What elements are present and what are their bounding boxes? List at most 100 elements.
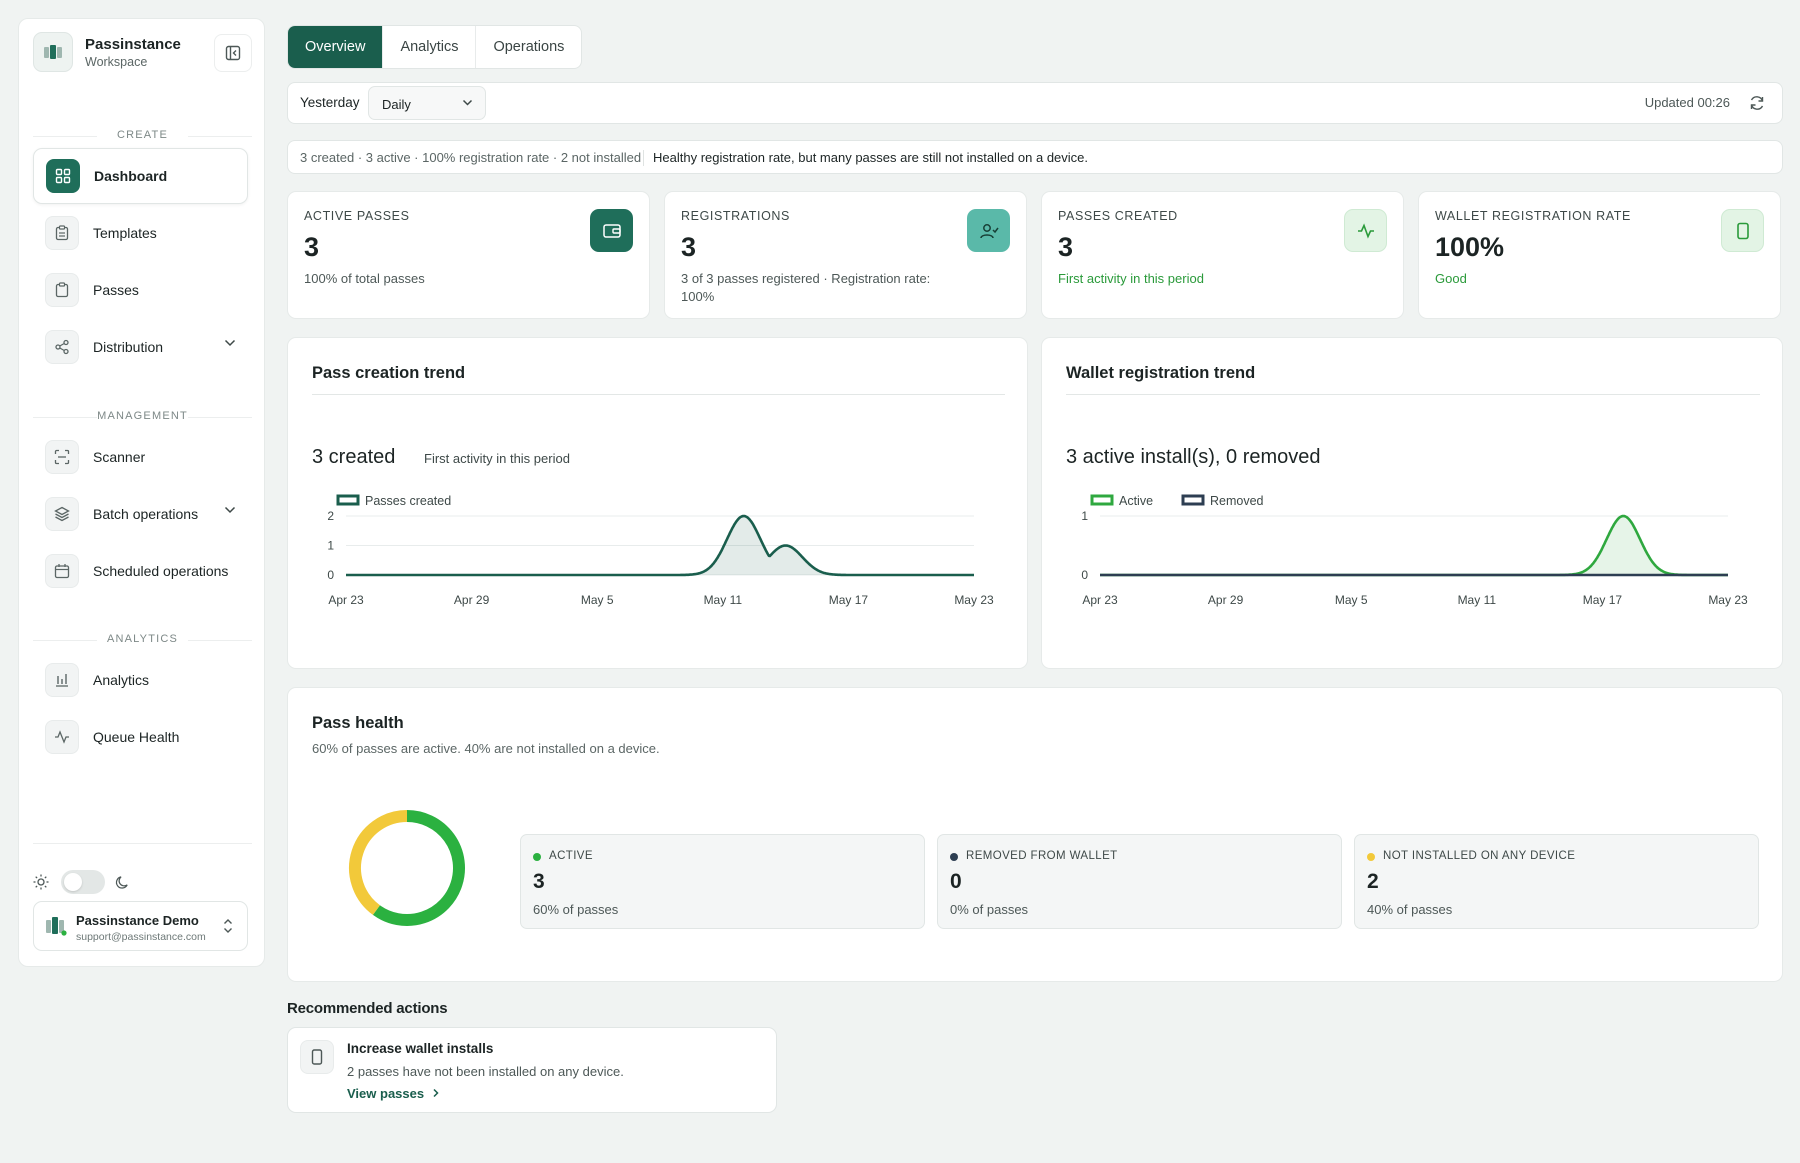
chevron-down-icon [224,339,236,347]
scan-icon [45,440,79,474]
health-card-active: ACTIVE 3 60% of passes [520,834,925,929]
panel-title: Pass health [312,714,404,732]
theme-switcher [33,870,130,894]
chevron-down-icon [462,99,473,106]
action-title: Increase wallet installs [347,1041,494,1056]
stat-value: 3 [304,232,320,262]
sidebar-item-scheduled-operations[interactable]: Scheduled operations [33,543,248,599]
share-icon [45,330,79,364]
granularity-select[interactable]: Daily [368,86,486,120]
bar-chart-icon [45,663,79,697]
sidebar-item-label: Scheduled operations [93,563,229,579]
stat-value: 3 [1058,232,1074,262]
workspace-subtitle: Workspace [85,55,148,69]
stat-card-wallet-registration-rate: WALLET REGISTRATION RATE 100% Good [1418,191,1781,319]
sidebar-item-passes[interactable]: Passes [33,262,248,318]
stat-card-passes-created: PASSES CREATED 3 First activity in this … [1041,191,1404,319]
sidebar-item-batch-operations[interactable]: Batch operations [33,486,248,542]
sidebar-collapse-icon [225,45,241,61]
section-analytics: ANALYTICS [33,633,252,645]
tab-analytics[interactable]: Analytics [383,26,477,68]
health-label: REMOVED FROM WALLET [966,850,1118,862]
y-tick-label: 0 [327,568,334,582]
recommended-actions-title: Recommended actions [287,1000,448,1017]
clipboard-icon [45,273,79,307]
health-sub: 0% of passes [950,902,1029,917]
summary-message: Healthy registration rate, but many pass… [653,150,1089,165]
x-tick-label: May 23 [954,593,994,607]
stat-sub: 100% of total passes [304,271,425,286]
health-subtitle: 60% of passes are active. 40% are not in… [312,741,660,756]
theme-toggle[interactable] [61,870,105,894]
legend-swatch [1090,494,1114,506]
workspace-switcher[interactable]: Passinstance Workspace [33,32,252,82]
health-label: ACTIVE [549,850,593,862]
wallet-headline: 3 active install(s), 0 removed [1066,446,1321,468]
sidebar-item-queue-health[interactable]: Queue Health [33,709,248,765]
x-tick-label: May 11 [1458,593,1497,607]
status-dot [950,853,958,861]
user-name: Passinstance Demo [76,913,199,928]
chevron-down-icon [224,506,236,514]
panel-title: Pass creation trend [312,364,466,382]
sidebar: Passinstance Workspace CREATE Dashboard … [18,18,265,967]
health-value: 2 [1367,870,1379,893]
x-tick-label: May 5 [581,593,614,607]
sidebar-item-label: Distribution [93,339,164,355]
moon-icon [115,875,128,889]
x-tick-label: May 11 [704,593,743,607]
sidebar-item-scanner[interactable]: Scanner [33,429,248,485]
pass-health-donut [349,810,465,926]
y-tick-label: 0 [1081,568,1088,582]
section-management: MANAGEMENT [33,410,252,422]
divider [33,843,252,844]
stat-card-registrations: REGISTRATIONS 3 3 of 3 passes registered… [664,191,1027,319]
y-tick-label: 1 [327,539,334,553]
x-tick-label: Apr 29 [454,593,490,607]
health-value: 0 [950,870,962,893]
pass-creation-trend-panel: Pass creation trend 3 created First acti… [287,337,1028,669]
calendar-icon [45,554,79,588]
wallet-registration-chart: 0 1 Apr 23 Apr 29 May 5 May 11 May 17 May 23 Act… [1081,494,1748,607]
sidebar-item-distribution[interactable]: Distribution [33,319,248,375]
sidebar-item-analytics[interactable]: Analytics [33,652,248,708]
sidebar-item-label: Queue Health [93,729,180,745]
clipboard-icon [45,216,79,250]
passinstance-logo-icon [46,917,67,936]
user-menu[interactable]: Passinstance Demo support@passinstance.c… [33,901,248,951]
tab-operations[interactable]: Operations [493,39,565,55]
x-tick-label: May 17 [829,593,869,607]
activity-icon [45,720,79,754]
panel-title: Wallet registration trend [1066,364,1256,382]
stat-label: REGISTRATIONS [681,209,790,223]
summary-stats: 3 created · 3 active · 100% registration… [300,150,642,165]
stat-card-active-passes: ACTIVE PASSES 3 100% of total passes [287,191,650,319]
view-passes-link[interactable]: View passes [347,1086,440,1101]
section-create: CREATE [33,129,252,141]
pass-creation-chart: 0 1 2 Apr 23 Apr 29 May 5 May 11 May 17 May 23 Pa… [327,494,994,607]
divider [312,394,1005,395]
legend-swatch [336,494,360,506]
sidebar-item-label: Dashboard [94,168,168,184]
refresh-icon[interactable] [1748,94,1766,112]
creation-note: First activity in this period [424,451,570,466]
x-tick-label: Apr 29 [1208,593,1244,607]
divider [643,150,644,166]
granularity-value: Daily [382,97,411,112]
stat-label: PASSES CREATED [1058,209,1178,223]
status-dot [1367,853,1375,861]
phone-icon [300,1040,334,1074]
phone-icon [1721,209,1764,252]
updated-timestamp: Updated 00:26 [1644,95,1730,110]
x-tick-label: May 23 [1708,593,1748,607]
health-card-not-installed: NOT INSTALLED ON ANY DEVICE 2 40% of pas… [1354,834,1759,929]
tab-overview[interactable]: Overview [288,26,384,68]
sidebar-item-label: Templates [93,225,157,241]
sidebar-item-label: Scanner [93,449,146,465]
sidebar-item-templates[interactable]: Templates [33,205,248,261]
sun-icon [33,874,49,890]
sidebar-item-label: Analytics [93,672,150,688]
sidebar-item-dashboard[interactable]: Dashboard [33,148,248,204]
health-sub: 60% of passes [533,902,619,917]
collapse-sidebar-button[interactable] [214,34,252,72]
